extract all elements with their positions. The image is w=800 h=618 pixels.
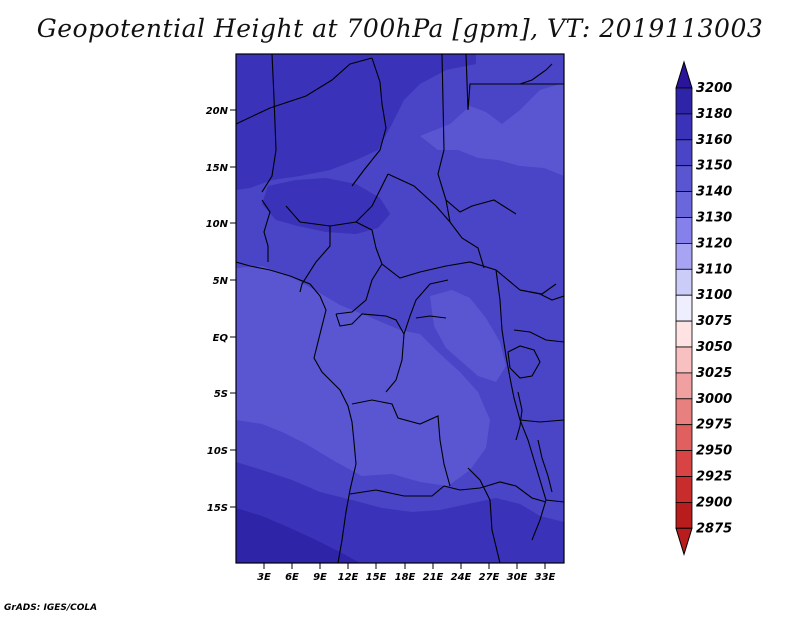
colorbar-label: 2950 bbox=[696, 444, 732, 459]
colorbar-bottom-arrow bbox=[675, 527, 693, 557]
lat-axis: 20N 15N 10N 5N EQ 5S 10S 15S bbox=[206, 106, 236, 514]
lat-tick-label: EQ bbox=[213, 333, 229, 344]
field-band-3130-north bbox=[420, 84, 564, 176]
lon-tick-label: 18E bbox=[395, 572, 416, 583]
field-band-3130-east bbox=[430, 290, 506, 382]
lon-tick-label: 30E bbox=[507, 572, 528, 583]
colorbar-label: 3110 bbox=[696, 262, 732, 277]
field-band-3160-sw bbox=[236, 508, 360, 563]
colorbar-box bbox=[675, 294, 693, 322]
colorbar-label: 3160 bbox=[696, 133, 732, 148]
colorbar-box bbox=[675, 398, 693, 426]
field-band-3150-north bbox=[236, 54, 476, 190]
colorbar-box bbox=[675, 113, 693, 141]
credit-text: GrADS: IGES/COLA bbox=[4, 603, 98, 613]
lon-tick-label: 12E bbox=[338, 572, 359, 583]
lon-tick-label: 3E bbox=[257, 572, 271, 583]
colorbar-top-arrow bbox=[675, 60, 693, 89]
lon-tick-label: 21E bbox=[423, 572, 444, 583]
colorbar-box bbox=[675, 87, 693, 115]
colorbar-box bbox=[675, 476, 693, 503]
colorbar-label: 3025 bbox=[696, 366, 732, 381]
map-frame bbox=[235, 53, 565, 564]
colorbar-label: 3100 bbox=[696, 288, 732, 303]
colorbar-box bbox=[675, 268, 693, 296]
lat-tick-label: 10S bbox=[207, 446, 228, 457]
colorbar-label: 3150 bbox=[696, 159, 732, 174]
colorbar-box bbox=[675, 424, 693, 452]
country-borders bbox=[236, 54, 564, 563]
lon-tick-label: 33E bbox=[535, 572, 556, 583]
colorbar-box bbox=[675, 191, 693, 218]
lon-tick-label: 27E bbox=[479, 572, 500, 583]
colorbar-label: 3000 bbox=[696, 392, 732, 407]
colorbar-box bbox=[675, 501, 693, 529]
colorbar-box bbox=[675, 242, 693, 270]
colorbar-box bbox=[675, 139, 693, 167]
colorbar-box bbox=[675, 165, 693, 192]
field-band-3150-south bbox=[236, 462, 564, 563]
colorbar-label: 3130 bbox=[696, 211, 732, 226]
colorbar-label: 3180 bbox=[696, 107, 732, 122]
colorbar-box bbox=[675, 450, 693, 477]
lon-tick-label: 15E bbox=[366, 572, 387, 583]
lat-tick-label: 10N bbox=[206, 219, 229, 230]
field-band-3130-south bbox=[236, 266, 490, 486]
colorbar-label: 3140 bbox=[696, 185, 732, 200]
colorbar-label: 3120 bbox=[696, 236, 732, 251]
colorbar-label: 3050 bbox=[696, 340, 732, 355]
colorbar-label: 2875 bbox=[696, 521, 732, 536]
lon-axis: 3E 6E 9E 12E 15E 18E 21E 24E 27E 30E 33E bbox=[257, 563, 556, 583]
lat-tick-label: 15N bbox=[206, 163, 229, 174]
lat-tick-label: 5N bbox=[213, 276, 229, 287]
lon-tick-label: 9E bbox=[313, 572, 327, 583]
colorbar-label: 2900 bbox=[696, 495, 732, 510]
lon-tick-label: 24E bbox=[451, 572, 472, 583]
colorbar-box bbox=[675, 372, 693, 400]
lat-tick-label: 15S bbox=[207, 503, 228, 514]
lat-tick-label: 20N bbox=[206, 106, 229, 117]
colorbar-box bbox=[675, 346, 693, 374]
lat-tick-label: 5S bbox=[214, 389, 228, 400]
colorbar-label: 2975 bbox=[696, 418, 732, 433]
lon-tick-label: 6E bbox=[285, 572, 299, 583]
colorbar-box bbox=[675, 320, 693, 348]
colorbar-box bbox=[675, 217, 693, 244]
colorbar-label: 2925 bbox=[696, 470, 732, 485]
chart-title: Geopotential Height at 700hPa [gpm], VT:… bbox=[36, 14, 764, 43]
colorbar-label: 3200 bbox=[696, 81, 732, 96]
colorbar-label: 3075 bbox=[696, 314, 732, 329]
